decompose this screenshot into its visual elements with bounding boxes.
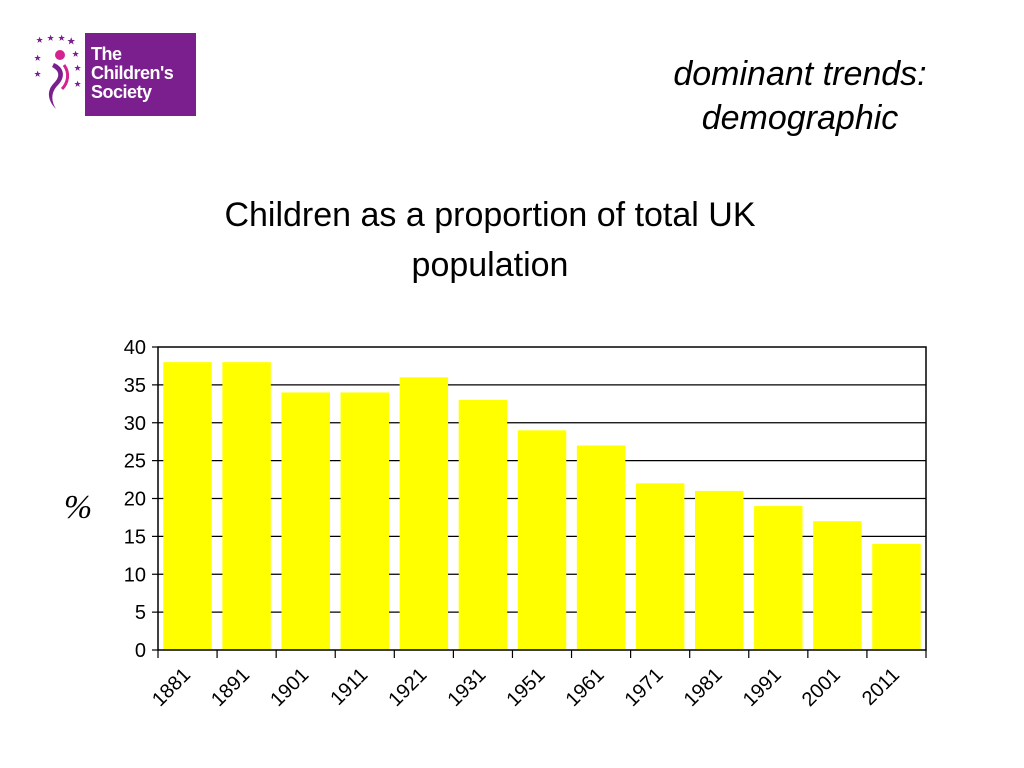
y-tick-label: 40 [124, 337, 146, 359]
bar [399, 377, 449, 650]
y-tick-label: 0 [135, 640, 146, 662]
chart-title-line-1: Children as a proportion of total UK [224, 196, 756, 234]
bar [458, 400, 508, 650]
x-tick-label: 1991 [739, 664, 786, 711]
x-tick-label: 1931 [443, 664, 490, 711]
y-tick-label: 25 [124, 451, 146, 473]
y-tick-label: 15 [124, 526, 146, 548]
x-tick-label: 1901 [266, 664, 313, 711]
x-tick-label: 1971 [621, 664, 668, 711]
y-tick-label: 10 [124, 564, 146, 586]
x-tick-label: 1911 [326, 664, 372, 710]
bar [635, 483, 685, 650]
logo: The Children's Society [34, 33, 196, 116]
chart-title-line-2: population [411, 246, 569, 284]
x-tick-label: 1961 [562, 664, 609, 711]
section-title: dominant trends: demographic [600, 52, 1000, 140]
x-tick-label: 1891 [207, 664, 254, 711]
bar [695, 490, 744, 650]
y-tick-label: 35 [124, 375, 146, 397]
x-tick-label: 1881 [148, 664, 195, 711]
logo-line-1: The [91, 44, 122, 64]
x-tick-label: 2011 [858, 664, 904, 710]
x-tick-label: 1951 [503, 664, 550, 711]
logo-line-2: Children's [91, 63, 174, 83]
childrens-society-star-figure-icon [34, 34, 81, 109]
section-title-line-2: demographic [701, 99, 899, 137]
bar [222, 362, 271, 650]
bar [754, 506, 803, 650]
logo-text: The Children's Society [91, 44, 174, 102]
y-tick-label: 5 [135, 602, 146, 624]
bar [872, 543, 921, 650]
bar [281, 392, 330, 650]
logo-panel: The Children's Society [85, 33, 196, 116]
x-tick-label: 1981 [680, 664, 727, 711]
logo-line-3: Society [91, 82, 152, 102]
x-tick-label: 2001 [798, 664, 845, 711]
bar [813, 521, 862, 650]
bar [517, 430, 567, 650]
y-axis-label: % [64, 489, 92, 526]
chart-title: Children as a proportion of total UK pop… [140, 190, 840, 290]
y-tick-label: 30 [124, 413, 146, 435]
bar [576, 445, 626, 650]
bar [163, 362, 212, 650]
section-title-line-1: dominant trends: [673, 55, 927, 93]
x-tick-label: 1921 [384, 664, 431, 711]
y-tick-label: 20 [124, 489, 146, 511]
plot-border [157, 346, 927, 651]
bar [340, 392, 389, 650]
